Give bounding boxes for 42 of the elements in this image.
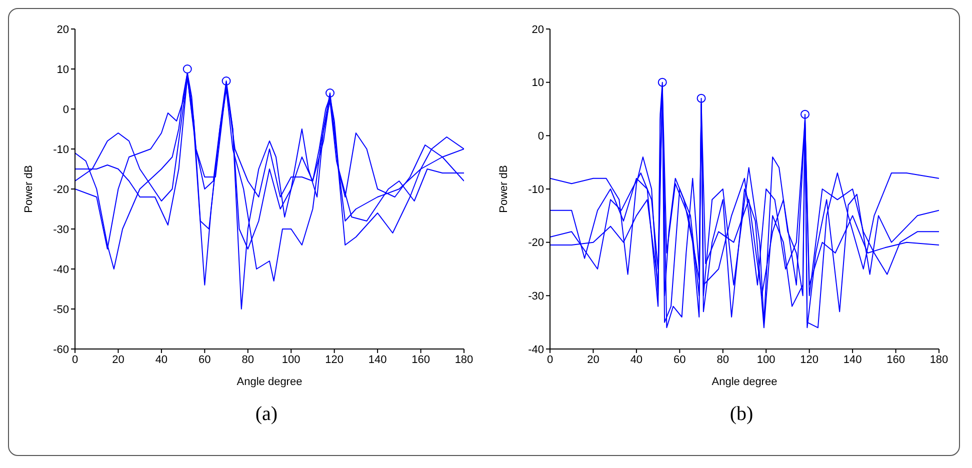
x-tick-label: 20	[112, 354, 124, 366]
x-axis-title: Angle degree	[236, 376, 302, 388]
y-tick-label: -50	[52, 304, 68, 316]
x-tick-label: 40	[154, 354, 168, 366]
x-tick-label: 180	[454, 354, 473, 366]
y-tick-label: 20	[531, 24, 544, 36]
text: (b)	[728, 403, 754, 426]
y-tick-label: -30	[52, 224, 68, 236]
x-axis-title: Angle degree	[711, 376, 777, 388]
y-tick-label: 0	[62, 104, 68, 116]
x-tick-label: 160	[886, 354, 904, 366]
x-tick-label: 80	[241, 354, 254, 366]
x-tick-label: 100	[281, 354, 300, 366]
y-tick-label: -40	[528, 344, 544, 356]
x-tick-label: 100	[756, 354, 775, 366]
x-tick-label: 120	[800, 354, 818, 366]
x-tick-label: 0	[71, 354, 78, 366]
y-tick-label: 20	[56, 24, 68, 36]
x-tick-label: 120	[324, 354, 344, 366]
y-tick-label: -20	[52, 184, 68, 196]
y-tick-label: -40	[52, 264, 68, 276]
y-tick-label: -10	[528, 184, 544, 196]
x-tick-label: 60	[198, 354, 210, 366]
y-tick-label: 10	[56, 64, 68, 76]
x-tick-label: 60	[673, 354, 686, 366]
text: (a)	[254, 403, 279, 426]
x-tick-label: 140	[842, 354, 862, 366]
y-tick-label: -30	[528, 290, 544, 303]
y-tick-label: -60	[52, 344, 68, 356]
y-tick-label: -10	[52, 144, 68, 156]
x-tick-label: 80	[716, 354, 729, 366]
x-tick-label: 40	[630, 354, 642, 366]
y-tick-label: 0	[537, 130, 544, 143]
x-tick-label: 180	[929, 354, 948, 366]
x-tick-label: 0	[546, 354, 553, 366]
y-axis-title: Power dB	[22, 165, 34, 213]
x-tick-label: 160	[411, 354, 430, 366]
x-tick-label: 140	[368, 354, 386, 366]
y-tick-label: -20	[528, 237, 544, 250]
y-axis-title: Power dB	[497, 165, 510, 213]
x-tick-label: 20	[586, 354, 599, 366]
y-tick-label: 10	[531, 77, 544, 90]
